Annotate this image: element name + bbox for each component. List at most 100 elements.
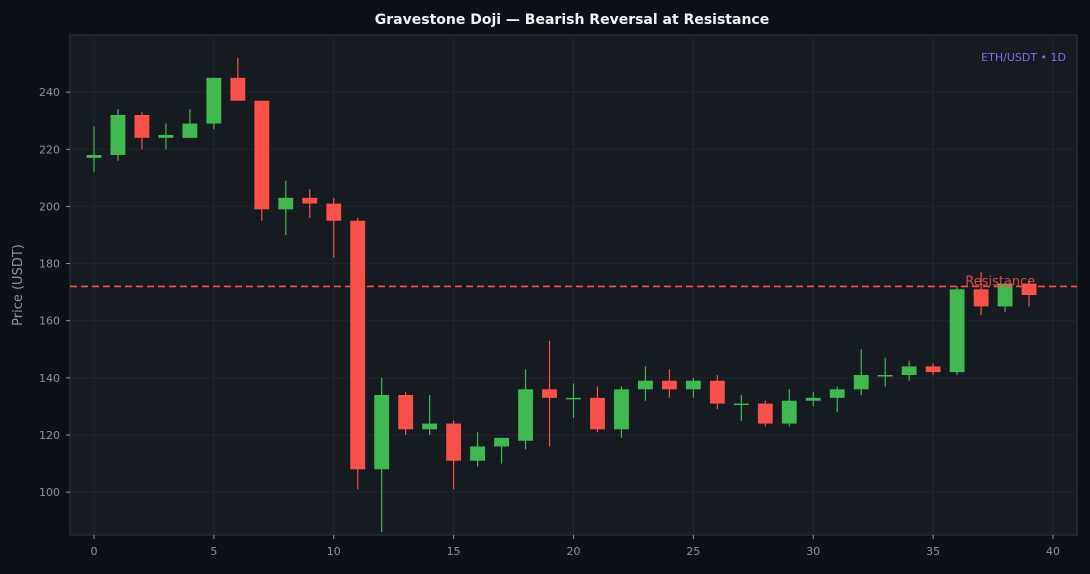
candle (110, 109, 126, 161)
y-tick-label: 120 (39, 429, 60, 442)
candle-body (781, 400, 797, 424)
candle-body (733, 403, 749, 406)
x-tick-label: 10 (327, 545, 341, 558)
y-axis-label: Price (USDT) (11, 244, 26, 326)
candle-body (206, 77, 222, 124)
candle (781, 389, 797, 427)
candle (518, 369, 533, 450)
candle-body (398, 395, 414, 430)
candle-body (637, 380, 653, 390)
chart-title: Gravestone Doji — Bearish Reversal at Re… (375, 12, 769, 28)
candle (757, 400, 773, 427)
candle-body (278, 197, 294, 210)
candle-body (685, 380, 701, 390)
y-tick-label: 180 (39, 258, 60, 271)
candle-body (182, 123, 198, 138)
candle (470, 432, 486, 467)
candle-body (949, 289, 965, 373)
candle-body (566, 397, 581, 400)
candle-body (494, 437, 510, 447)
candle-body (973, 289, 989, 307)
candle (326, 197, 342, 258)
candle-body (877, 375, 893, 377)
candle-body (925, 366, 941, 373)
candle-body (757, 403, 773, 424)
candle (230, 57, 246, 101)
candle (134, 112, 150, 150)
candle (86, 126, 102, 173)
candle-body (1021, 283, 1037, 295)
y-axis: 100 120 140 160 180 200 220 240 (39, 86, 70, 499)
candle (590, 386, 605, 433)
candle (350, 217, 366, 490)
candles (86, 57, 1037, 533)
candle (901, 360, 917, 381)
candle (709, 375, 725, 410)
y-tick-label: 100 (39, 486, 60, 499)
candle-body (542, 389, 557, 398)
candle (1021, 280, 1037, 307)
candle-body (230, 77, 246, 101)
y-tick-label: 200 (39, 200, 60, 213)
candle (494, 437, 510, 464)
x-tick-label: 30 (806, 545, 820, 558)
candle-body (302, 197, 318, 204)
y-tick-label: 240 (39, 86, 60, 99)
y-tick-label: 160 (39, 315, 60, 328)
candle (853, 349, 869, 395)
candle-body (997, 283, 1013, 307)
candle-body (326, 203, 342, 221)
x-tick-label: 35 (926, 545, 940, 558)
x-axis: 0 5 10 15 20 25 30 35 40 (90, 535, 1060, 558)
candle-body (254, 100, 270, 210)
grid-lines (70, 35, 1077, 535)
candle-body (614, 389, 629, 430)
x-tick-label: 15 (447, 545, 461, 558)
candle (973, 272, 989, 315)
x-tick-label: 25 (686, 545, 700, 558)
y-tick-label: 220 (39, 143, 60, 156)
y-tick-label: 140 (39, 372, 60, 385)
candle (158, 123, 174, 150)
candle-body (110, 115, 126, 155)
candle (685, 377, 701, 398)
pair-timeframe-tag: ETH/USDT • 1D (981, 51, 1066, 64)
candle (446, 420, 462, 490)
candle-body (709, 380, 725, 404)
candle (614, 386, 629, 438)
candle (805, 392, 821, 407)
candle (566, 383, 581, 418)
candle (422, 395, 438, 435)
candle-body (470, 446, 486, 461)
candle-body (134, 115, 150, 138)
x-tick-label: 40 (1046, 545, 1060, 558)
candle (733, 395, 749, 421)
candle (398, 392, 414, 435)
candle (278, 180, 294, 235)
candle-body (446, 423, 462, 461)
resistance-label: Resistance (965, 274, 1035, 289)
candle (997, 283, 1013, 313)
candle (829, 386, 845, 413)
candle (206, 77, 222, 130)
candle (542, 340, 557, 447)
x-tick-label: 5 (210, 545, 217, 558)
candle (661, 369, 677, 398)
candle (949, 286, 965, 375)
candle-body (422, 423, 438, 430)
candle (374, 377, 390, 533)
candle-body (901, 366, 917, 375)
candle-body (853, 375, 869, 390)
candle-body (661, 380, 677, 390)
candle (637, 366, 653, 401)
x-tick-label: 0 (90, 545, 97, 558)
candle (182, 109, 198, 138)
candle-body (374, 395, 390, 470)
candle (254, 100, 270, 221)
candle-body (158, 135, 174, 138)
candle (302, 189, 318, 218)
candle-body (350, 220, 366, 470)
candle-body (829, 389, 845, 398)
candle (877, 357, 893, 387)
